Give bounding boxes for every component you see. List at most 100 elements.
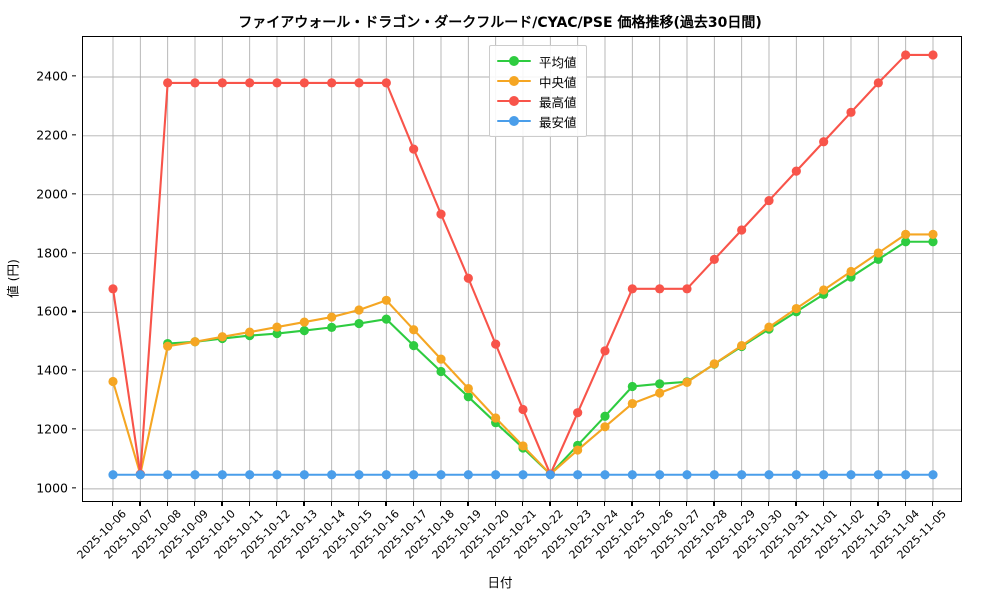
data-point-marker: [655, 284, 665, 294]
x-axis-tick-mark: [440, 502, 442, 506]
data-point-marker: [709, 254, 719, 265]
data-point-marker: [190, 337, 200, 347]
data-point-marker: [381, 470, 391, 480]
data-series-layer: [108, 50, 938, 480]
series-line: [166, 240, 935, 476]
data-point-marker: [381, 314, 391, 324]
data-point-marker: [409, 144, 419, 154]
x-axis-tick-mark: [467, 502, 469, 506]
y-axis-tick-mark: [72, 251, 76, 254]
legend-item-label: 中央値: [539, 74, 577, 90]
data-point-marker: [764, 470, 774, 480]
data-point-marker: [354, 318, 364, 329]
x-axis-tick-mark: [303, 502, 305, 506]
data-point-marker: [272, 78, 282, 88]
data-point-marker: [846, 107, 856, 117]
y-axis-tick-label: 2000: [36, 186, 68, 202]
x-axis-tick-mark: [248, 502, 250, 506]
legend-item-label: 最高値: [539, 94, 577, 110]
data-point-marker: [217, 78, 227, 88]
data-point-marker: [682, 470, 692, 480]
data-point-marker: [928, 470, 938, 480]
x-axis-tick-mark: [358, 502, 360, 506]
legend-item-label: 平均値: [539, 54, 577, 70]
data-point-marker: [600, 411, 610, 421]
data-point-marker: [491, 413, 501, 423]
data-point-marker: [655, 470, 665, 480]
data-point-marker: [245, 78, 255, 88]
x-axis-tick-mark: [412, 502, 414, 506]
data-point-marker: [928, 237, 938, 247]
data-point-marker: [190, 78, 200, 88]
data-point-marker: [518, 404, 528, 415]
data-point-marker: [436, 209, 446, 219]
data-point-marker: [245, 327, 255, 337]
data-point-marker: [163, 470, 173, 480]
data-point-marker: [737, 341, 747, 351]
data-point-marker: [873, 248, 883, 258]
x-axis-tick-mark: [822, 502, 824, 506]
x-axis-tick-mark: [166, 502, 168, 506]
data-point-marker: [190, 470, 200, 480]
data-point-marker: [819, 470, 829, 480]
x-axis-tick-mark: [330, 502, 332, 506]
data-point-marker: [327, 322, 337, 332]
data-point-marker: [655, 379, 665, 389]
data-point-marker: [682, 284, 692, 294]
data-point-marker: [354, 470, 364, 480]
data-point-marker: [846, 470, 856, 480]
data-point-marker: [573, 470, 583, 480]
legend-item[interactable]: 平均値: [497, 51, 577, 71]
x-axis-tick-mark: [194, 502, 196, 506]
series-line: [111, 233, 935, 476]
data-point-marker: [573, 408, 583, 418]
data-point-marker: [436, 354, 446, 364]
data-point-marker: [901, 229, 911, 240]
data-point-marker: [764, 195, 774, 206]
x-axis-tick-mark: [658, 502, 660, 506]
data-point-marker: [381, 295, 391, 305]
legend-item[interactable]: 最高値: [497, 91, 577, 111]
x-axis-tick-mark: [494, 502, 496, 506]
data-point-marker: [518, 470, 528, 480]
data-point-marker: [600, 422, 610, 432]
data-point-marker: [327, 470, 337, 480]
y-axis-tick-mark: [72, 487, 76, 489]
data-point-marker: [272, 322, 282, 332]
legend-item[interactable]: 中央値: [497, 71, 577, 91]
data-point-marker: [901, 470, 911, 480]
data-point-marker: [409, 325, 419, 335]
legend-item[interactable]: 最安値: [497, 111, 577, 131]
data-point-marker: [299, 470, 309, 480]
data-point-marker: [873, 78, 883, 88]
data-point-marker: [709, 359, 719, 369]
data-point-marker: [600, 470, 610, 480]
y-axis-tick-label: 2200: [36, 127, 68, 143]
data-point-marker: [901, 237, 911, 247]
x-axis-tick-mark: [604, 502, 606, 506]
data-point-marker: [463, 273, 473, 283]
data-point-marker: [791, 166, 801, 176]
data-point-marker: [737, 225, 747, 235]
y-axis-tick-label: 1000: [36, 480, 68, 496]
y-axis-tick-label: 1200: [36, 421, 68, 437]
data-point-marker: [791, 303, 801, 314]
data-point-marker: [163, 341, 173, 351]
data-point-marker: [600, 346, 610, 356]
data-point-marker: [873, 254, 883, 265]
data-point-marker: [518, 441, 528, 451]
x-axis-tick-mark: [522, 502, 524, 506]
y-axis-tick-labels: 1000 1200 1400 1600 1800 2000 2200 2400: [0, 36, 76, 502]
legend-marker-icon: [497, 94, 531, 108]
x-axis-tick-mark: [276, 502, 278, 506]
y-axis-tick-label: 1800: [36, 245, 68, 261]
data-point-marker: [627, 284, 637, 294]
x-axis-tick-mark: [686, 502, 688, 506]
x-axis-tick-mark: [713, 502, 715, 506]
x-axis-tick-mark: [112, 502, 114, 506]
data-point-marker: [272, 328, 282, 339]
data-point-marker: [217, 470, 227, 480]
x-axis-tick-mark: [549, 502, 551, 506]
chart-title: ファイアウォール・ドラゴン・ダークフルード/CYAC/PSE 価格推移(過去30…: [238, 15, 762, 31]
data-point-marker: [573, 445, 583, 455]
